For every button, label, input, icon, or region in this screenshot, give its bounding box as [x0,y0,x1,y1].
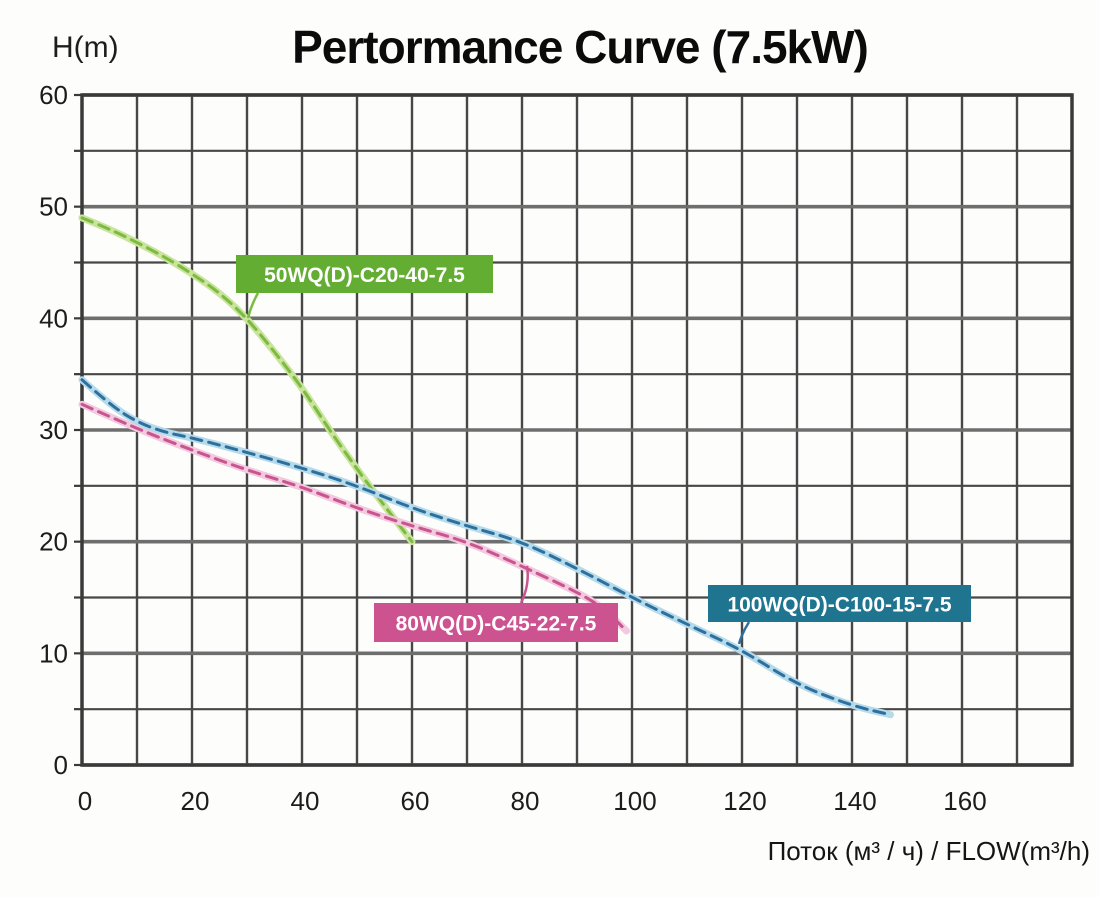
y-tick-label: 60 [39,80,68,110]
badge-leader-line [246,292,260,319]
x-tick-label: 0 [78,786,92,816]
curve [80,402,628,633]
series-badge [374,603,618,642]
x-tick-label: 40 [291,786,320,816]
badge-leader-line [519,565,529,604]
y-tick-label: 0 [54,750,68,780]
series-badge-label: 50WQ(D)-C20-40-7.5 [264,264,465,287]
series-badge-label: 100WQ(D)-C100-15-7.5 [727,594,951,617]
badge-leader-line [737,621,751,645]
chart-title: Pertormance Curve (7.5kW) [292,21,869,73]
y-axis-title: H(m) [52,31,119,64]
x-tick-label: 20 [181,786,210,816]
y-tick-label: 30 [39,415,68,445]
x-tick-label: 60 [401,786,430,816]
x-tick-label: 80 [511,786,540,816]
curve [80,216,414,544]
curve [80,378,892,717]
y-tick-label: 40 [39,303,68,333]
series-badge [236,255,493,293]
series-badge [708,585,971,622]
x-tick-label: 140 [833,786,876,816]
y-tick-label: 20 [39,527,68,557]
x-tick-label: 120 [723,786,766,816]
series-badge-label: 80WQ(D)-C45-22-7.5 [396,613,597,636]
y-tick-label: 10 [39,638,68,668]
x-tick-label: 160 [943,786,986,816]
y-tick-label: 50 [39,192,68,222]
x-tick-label: 100 [613,786,656,816]
x-axis-title: Поток (м³ / ч) / FLOW(m³/h) [767,836,1090,866]
